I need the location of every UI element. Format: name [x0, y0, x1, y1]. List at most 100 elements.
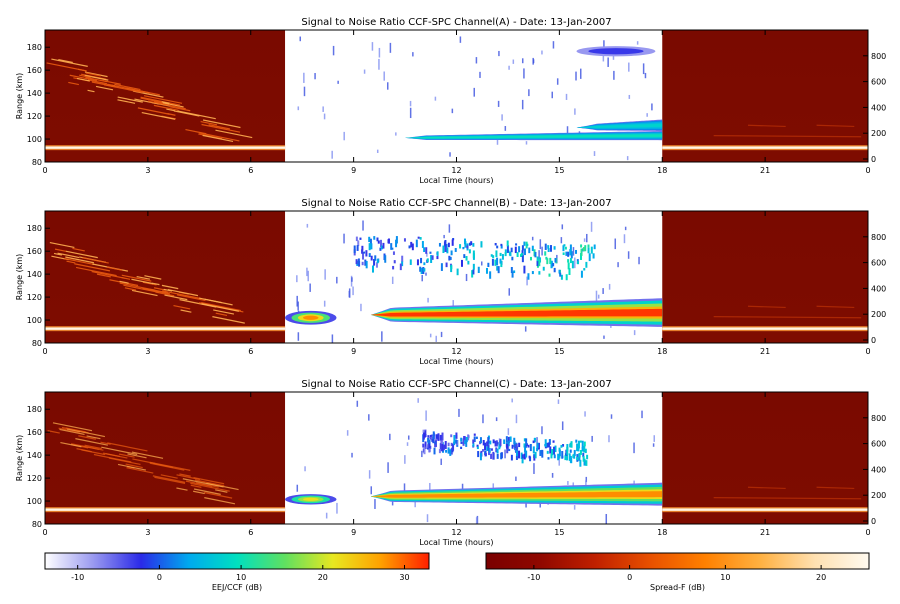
spread-f-streak: [117, 99, 136, 104]
echo-cell: [536, 256, 539, 262]
echo-cell: [445, 262, 448, 268]
x-tick-label: 15: [554, 166, 564, 175]
y2-tick-label: 400: [871, 465, 886, 474]
echo-cell: [523, 453, 526, 460]
echo-cell: [490, 448, 493, 451]
noise-echo: [628, 62, 630, 72]
echo-cell: [362, 251, 365, 260]
echo-cell: [421, 241, 424, 248]
noise-echo: [584, 411, 586, 417]
echo-cell: [403, 238, 406, 242]
echo-cell: [485, 267, 488, 274]
echo-cell: [473, 433, 476, 436]
noise-echo: [574, 108, 576, 115]
noise-echo: [296, 484, 299, 492]
spread-f-streak: [200, 120, 218, 126]
echo-cell: [399, 263, 402, 271]
echo-cell: [420, 257, 423, 264]
noise-echo: [638, 256, 640, 265]
noise-echo: [561, 224, 564, 230]
noise-echo: [404, 455, 406, 464]
noise-echo: [633, 442, 635, 454]
echo-cell: [429, 434, 432, 438]
y-tick-label: 120: [27, 293, 42, 302]
noise-echo: [532, 57, 534, 65]
noise-echo: [412, 52, 414, 57]
echo-cell: [584, 448, 587, 454]
spread-f-streak: [65, 250, 98, 259]
echo-cell: [435, 434, 438, 440]
echo-cell: [544, 251, 547, 256]
echo-cell: [430, 435, 433, 440]
y-tick-label: 120: [27, 474, 42, 483]
spread-f-streak: [152, 475, 186, 483]
echo-cell: [415, 239, 418, 248]
y-tick-label: 160: [27, 247, 42, 256]
echo-cell: [572, 454, 575, 458]
noise-echo: [623, 234, 626, 244]
echo-cell: [544, 446, 547, 449]
echo-cell: [563, 244, 566, 247]
noise-echo: [348, 288, 351, 298]
echo-cell: [508, 251, 511, 256]
echo-cell: [422, 429, 425, 433]
echo-cell: [541, 450, 544, 458]
echo-cell: [520, 252, 523, 256]
colorbar-tick-label: 10: [236, 573, 246, 582]
panel-title: Signal to Noise Ratio CCF-SPC Channel(A)…: [301, 17, 611, 28]
spread-f-streak: [52, 422, 93, 432]
spread-f-streak: [127, 453, 147, 459]
echo-contour: [303, 497, 319, 501]
noise-echo: [374, 499, 376, 509]
echo-cell: [434, 442, 437, 448]
noise-echo: [573, 505, 576, 510]
noise-echo: [389, 433, 391, 441]
echo-cell: [554, 257, 557, 263]
e-layer-trace: [662, 508, 868, 511]
x-axis-label: Local Time (hours): [419, 176, 493, 185]
spread-f-trace: [816, 305, 855, 309]
echo-cell: [506, 240, 509, 247]
echo-cell: [518, 442, 521, 448]
echo-cell: [552, 440, 555, 443]
echo-cell: [583, 268, 586, 271]
echo-cell: [576, 456, 579, 461]
noise-echo: [605, 513, 608, 524]
echo-cell: [528, 455, 531, 459]
echo-cell: [428, 448, 431, 452]
colorbar-tick-label: -10: [527, 573, 540, 582]
noise-echo: [533, 463, 535, 474]
x-tick-label: 12: [451, 347, 461, 356]
echo-cell: [579, 459, 582, 467]
echo-cell: [577, 440, 580, 449]
noise-echo: [613, 70, 615, 80]
echo-cell: [450, 434, 453, 438]
echo-cell: [460, 441, 463, 444]
spread-f-streak: [103, 84, 143, 94]
echo-cell: [472, 250, 475, 259]
spread-f-streak: [64, 257, 94, 266]
echo-cell: [435, 438, 438, 441]
echo-cell: [564, 455, 567, 461]
x-tick-label: 0: [865, 347, 870, 356]
echo-cell: [562, 444, 565, 447]
x-tick-label: 0: [42, 528, 47, 537]
echo-cell: [546, 258, 549, 265]
echo-cell: [370, 255, 373, 261]
noise-echo: [557, 399, 560, 404]
noise-echo: [331, 334, 334, 343]
echo-jet: [370, 298, 663, 327]
echo-cell: [559, 272, 562, 277]
y-tick-label: 180: [27, 43, 42, 52]
echo-cell: [490, 453, 493, 459]
spread-f-streak: [144, 275, 162, 280]
y2-tick-label: 400: [871, 284, 886, 293]
echo-cell: [353, 245, 356, 254]
noise-echo: [425, 410, 427, 421]
y2-tick-label: 800: [871, 414, 886, 423]
spread-f-streak: [107, 83, 116, 87]
noise-echo: [417, 398, 419, 403]
echo-cell: [529, 456, 532, 462]
x-tick-label: 3: [145, 528, 150, 537]
spread-f-streak: [121, 274, 152, 282]
